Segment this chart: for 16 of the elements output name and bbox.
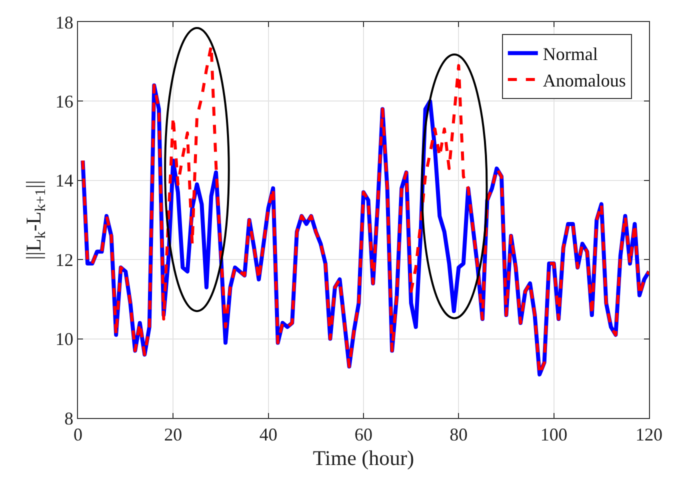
legend-label: Anomalous bbox=[542, 70, 626, 90]
x-tick-label: 80 bbox=[450, 424, 468, 445]
x-tick-label: 20 bbox=[164, 424, 182, 445]
y-tick-label: 14 bbox=[55, 170, 74, 191]
y-tick-label: 18 bbox=[55, 12, 74, 32]
x-tick-label: 0 bbox=[74, 424, 82, 445]
legend-label: Normal bbox=[542, 44, 598, 64]
x-tick-label: 40 bbox=[259, 424, 278, 445]
y-tick-label: 8 bbox=[64, 408, 74, 428]
x-tick-label: 60 bbox=[354, 424, 372, 445]
y-tick-label: 10 bbox=[55, 329, 74, 350]
y-tick-label: 16 bbox=[55, 92, 74, 112]
x-tick-label: 120 bbox=[636, 424, 662, 445]
x-axis-title: Time (hour) bbox=[312, 446, 414, 470]
x-tick-label: 100 bbox=[540, 424, 568, 445]
y-tick-label: 12 bbox=[55, 250, 74, 270]
